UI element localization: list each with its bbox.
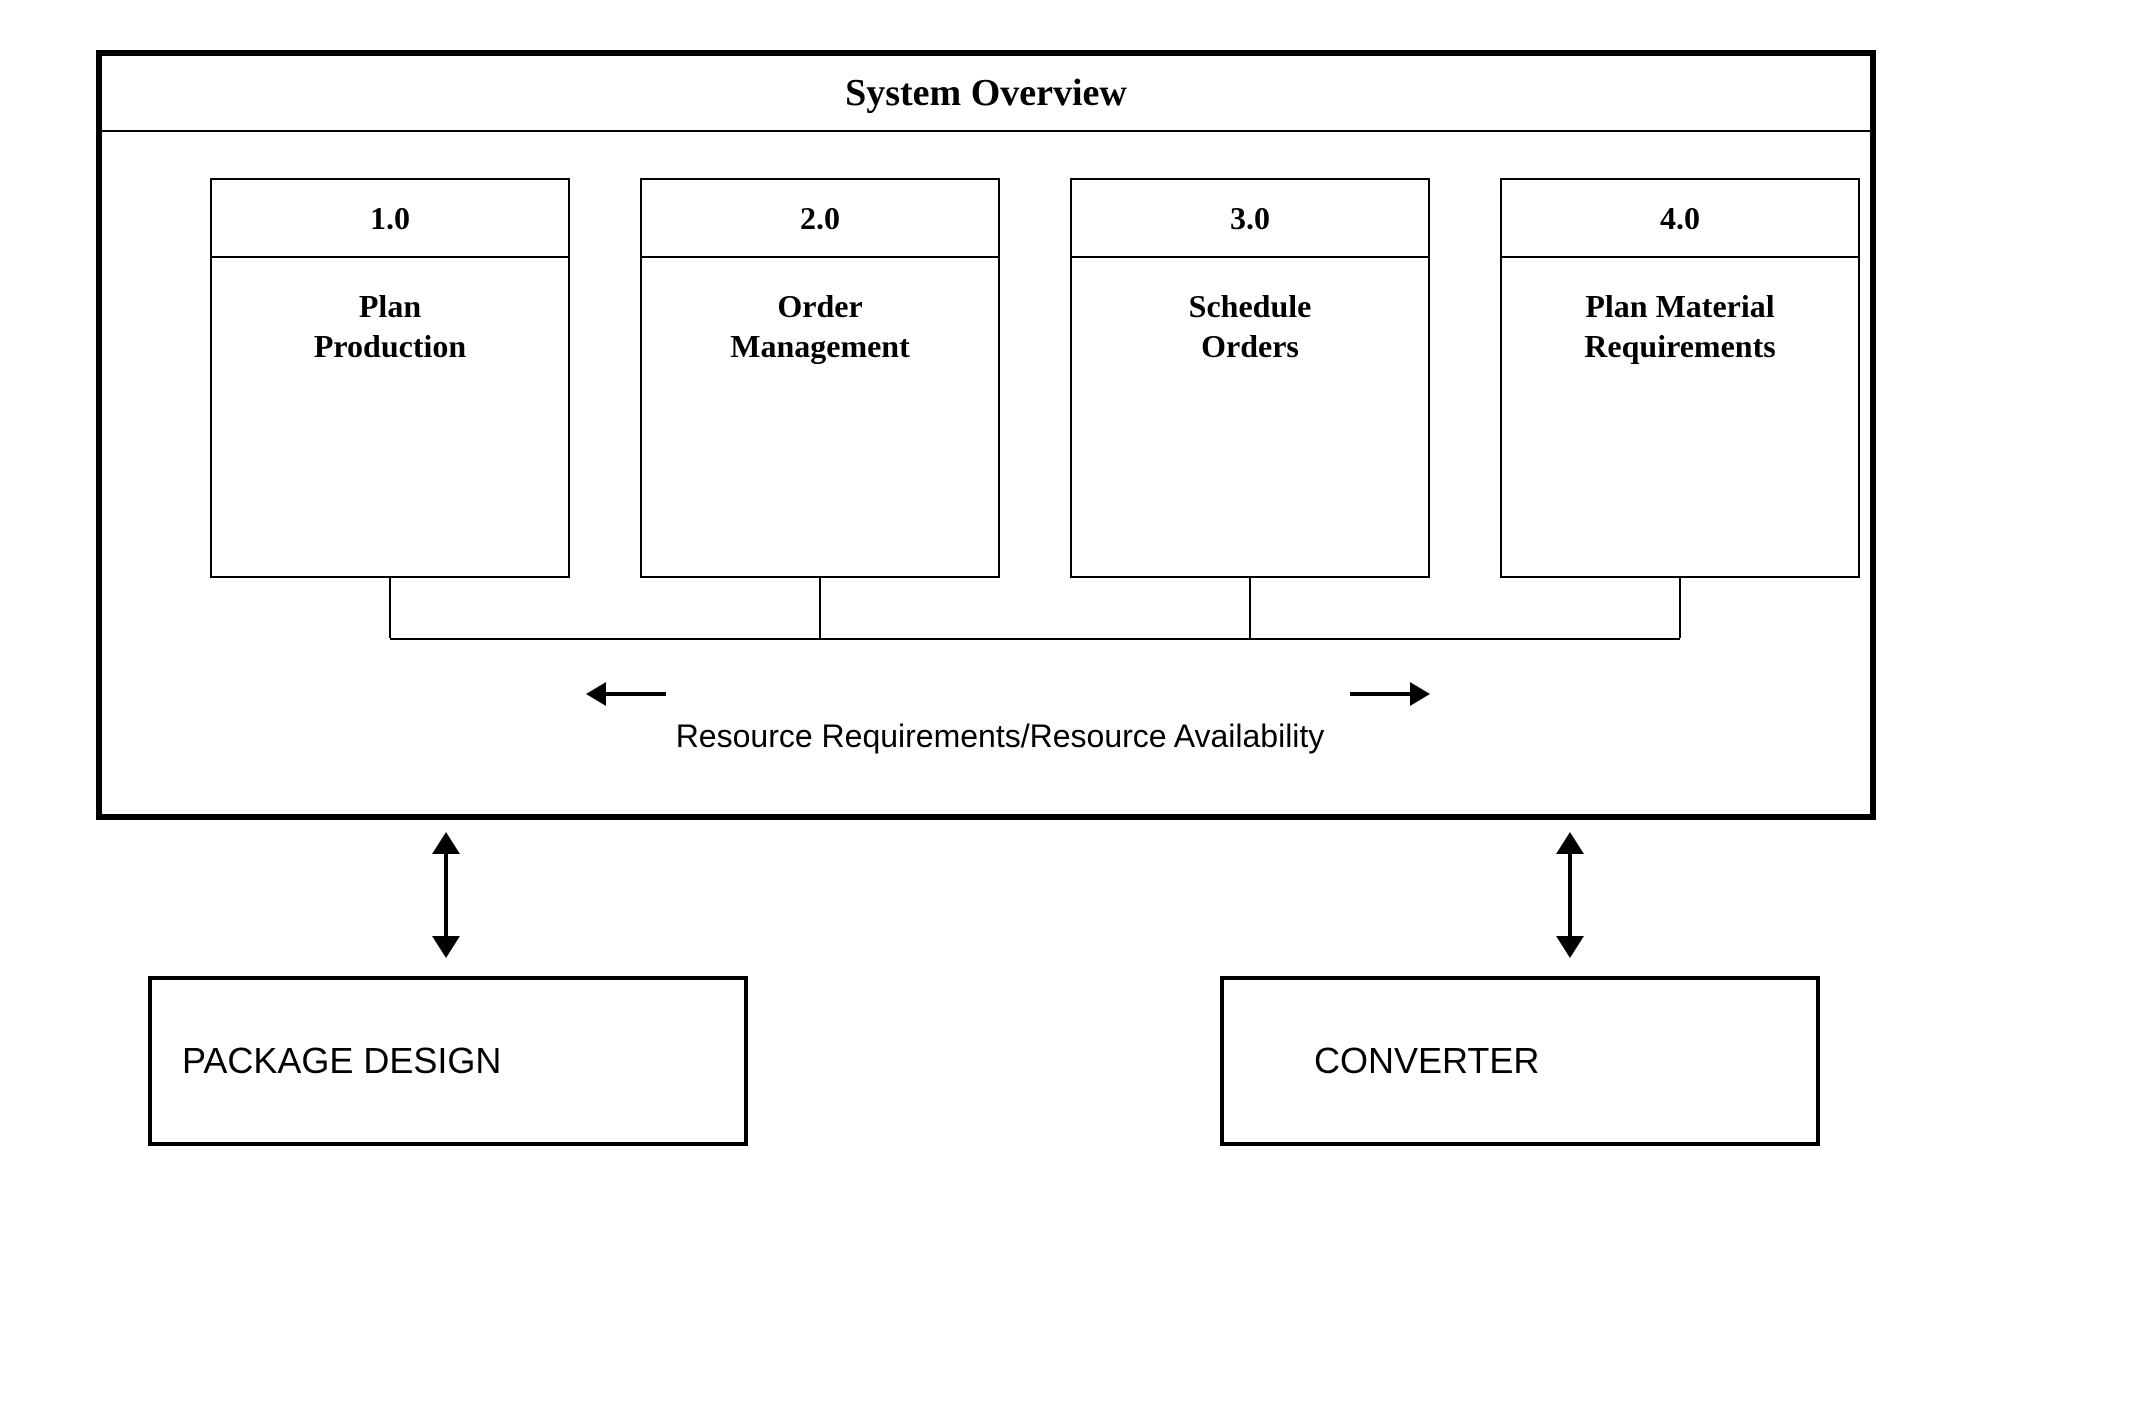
package-design-box-label: PACKAGE DESIGN [182, 1040, 501, 1082]
module-box-3: 3.0Schedule Orders [1070, 178, 1430, 578]
bus-arrow-left-icon [586, 682, 606, 706]
module-box-4: 4.0Plan Material Requirements [1500, 178, 1860, 578]
ext-arrow-left-up-icon [432, 832, 460, 854]
module-label-1: Plan Production [212, 258, 568, 580]
module-box-2: 2.0Order Management [640, 178, 1000, 578]
title-divider [102, 130, 1870, 132]
ext-arrow-left-shaft [444, 852, 448, 938]
bus-arrow-right-shaft [1350, 692, 1410, 696]
module-number-1: 1.0 [212, 180, 568, 258]
bus-arrow-left-shaft [606, 692, 666, 696]
ext-arrow-right-shaft [1568, 852, 1572, 938]
ext-arrow-right-up-icon [1556, 832, 1584, 854]
module-number-2: 2.0 [642, 180, 998, 258]
system-overview-title: System Overview [102, 56, 1870, 130]
module-drop-4 [1679, 578, 1681, 638]
module-label-2: Order Management [642, 258, 998, 580]
connector-bus [390, 638, 1680, 640]
bus-arrow-right-icon [1410, 682, 1430, 706]
module-label-3: Schedule Orders [1072, 258, 1428, 580]
package-design-box: PACKAGE DESIGN [148, 976, 748, 1146]
module-drop-2 [819, 578, 821, 638]
diagram-canvas: System Overview1.0Plan Production2.0Orde… [0, 0, 2132, 1412]
converter-box-label: CONVERTER [1314, 1040, 1539, 1082]
converter-box: CONVERTER [1220, 976, 1820, 1146]
module-drop-3 [1249, 578, 1251, 638]
bus-caption: Resource Requirements/Resource Availabil… [560, 718, 1440, 755]
module-box-1: 1.0Plan Production [210, 178, 570, 578]
module-drop-1 [389, 578, 391, 638]
module-number-4: 4.0 [1502, 180, 1858, 258]
ext-arrow-left-down-icon [432, 936, 460, 958]
module-number-3: 3.0 [1072, 180, 1428, 258]
module-label-4: Plan Material Requirements [1502, 258, 1858, 580]
ext-arrow-right-down-icon [1556, 936, 1584, 958]
